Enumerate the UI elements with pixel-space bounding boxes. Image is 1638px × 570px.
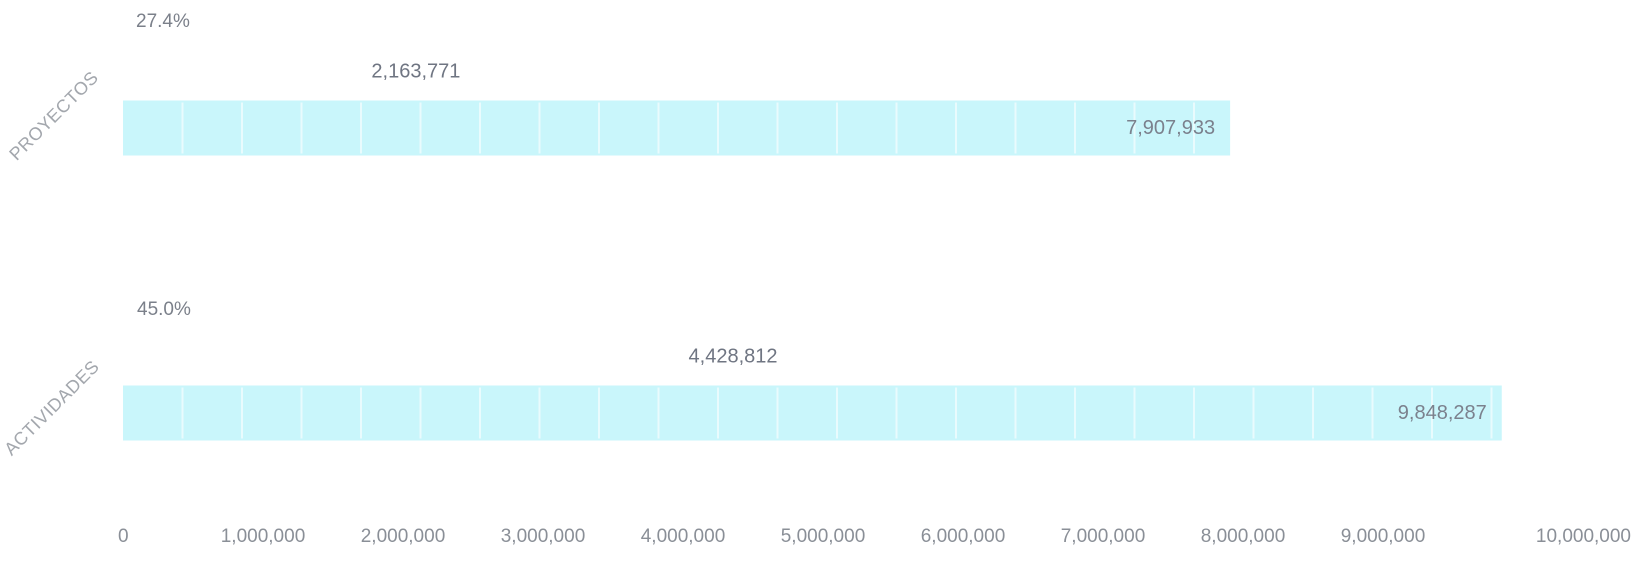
x-tick-label: 1,000,000: [221, 526, 306, 547]
percent-label: 45.0%: [137, 299, 191, 320]
bars-layer: [123, 100, 1502, 441]
x-tick-label: 8,000,000: [1201, 526, 1286, 547]
x-tick-label: 0: [118, 526, 129, 547]
x-tick-label: 3,000,000: [501, 526, 586, 547]
x-tick-label: 2,000,000: [361, 526, 446, 547]
x-tick-label: 7,000,000: [1061, 526, 1146, 547]
bar-proyectos: [123, 100, 1231, 156]
x-axis: 0 1,000,000 2,000,000 3,000,000 4,000,000 5,0…: [118, 526, 1631, 547]
x-tick-label: 6,000,000: [921, 526, 1006, 547]
x-tick-label: 4,000,000: [641, 526, 726, 547]
category-label-actividades: ACTIVIDADES: [0, 356, 103, 459]
percent-label: 27.4%: [136, 11, 190, 32]
x-tick-label: 9,000,000: [1341, 526, 1426, 547]
bar-actividades: [123, 385, 1502, 441]
x-tick-label: 10,000,000: [1536, 526, 1631, 547]
inner-value-label: 2,163,771: [371, 61, 460, 83]
inner-value-label: 4,428,812: [689, 346, 778, 368]
total-value-label: 9,848,287: [1398, 402, 1487, 424]
x-tick-label: 5,000,000: [781, 526, 866, 547]
category-label-proyectos: PROYECTOS: [5, 67, 102, 164]
total-value-label: 7,907,933: [1126, 117, 1215, 139]
